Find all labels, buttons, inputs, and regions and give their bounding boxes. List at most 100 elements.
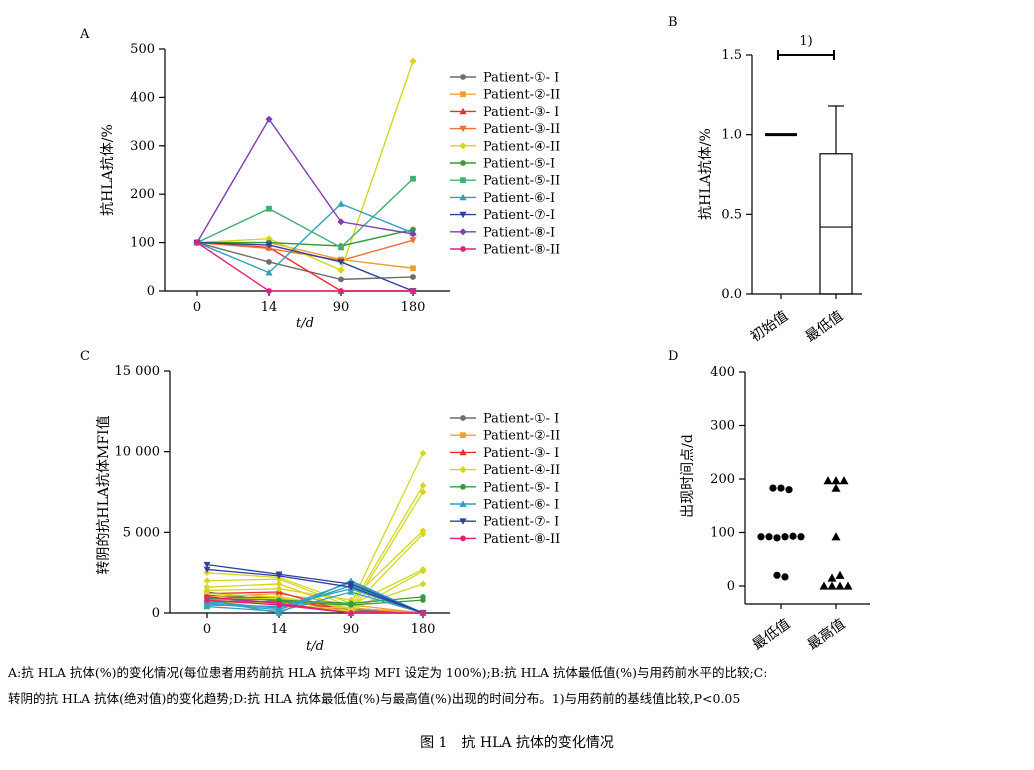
data-point bbox=[419, 580, 427, 588]
y-tick-label: 300 bbox=[710, 419, 735, 434]
data-point bbox=[410, 265, 416, 272]
series-line bbox=[206, 581, 424, 614]
data-point bbox=[835, 581, 845, 590]
legend-label: Patient-②-II bbox=[483, 429, 560, 444]
data-point bbox=[831, 476, 841, 485]
x-axis-title: t/d bbox=[306, 639, 324, 654]
data-point bbox=[757, 533, 765, 541]
box bbox=[819, 153, 853, 295]
series-line bbox=[206, 591, 424, 614]
panel-label-d: D bbox=[668, 349, 678, 364]
y-tick-label: 100 bbox=[130, 236, 155, 251]
data-point bbox=[276, 602, 282, 608]
significance-label: 1) bbox=[799, 34, 812, 49]
y-tick-label: 400 bbox=[130, 90, 155, 105]
legend-label: Patient-③-II bbox=[483, 122, 560, 137]
series-line bbox=[206, 485, 424, 608]
y-tick-label: 500 bbox=[130, 42, 155, 57]
data-point bbox=[409, 230, 417, 238]
legend-marker bbox=[459, 107, 467, 115]
y-tick-label: 200 bbox=[130, 187, 155, 202]
series-line bbox=[206, 452, 424, 605]
caption-line-1: A:抗 HLA 抗体(%)的变化情况(每位患者用药前抗 HLA 抗体平均 MFI… bbox=[8, 665, 768, 680]
legend-marker bbox=[460, 415, 466, 421]
y-tick-label: 300 bbox=[130, 139, 155, 154]
y-tick-label: 0 bbox=[147, 284, 155, 299]
x-tick-label: 初始值 bbox=[747, 307, 791, 345]
legend-marker bbox=[459, 193, 467, 201]
data-point bbox=[266, 259, 272, 265]
y-tick-label: 5 000 bbox=[123, 525, 160, 540]
data-point bbox=[203, 566, 211, 573]
data-point bbox=[773, 534, 781, 542]
data-point bbox=[275, 580, 283, 588]
legend-label: Patient-⑧-I bbox=[483, 225, 555, 240]
x-tick-label: 180 bbox=[411, 622, 436, 637]
series-line bbox=[206, 533, 424, 609]
data-point bbox=[275, 607, 283, 615]
data-point bbox=[843, 581, 853, 590]
data-point bbox=[275, 573, 283, 580]
y-tick-label: 1.5 bbox=[721, 48, 742, 63]
legend-label: Patient-⑤-II bbox=[483, 174, 560, 189]
legend-label: Patient-⑦-I bbox=[483, 208, 555, 223]
y-tick-label: 0 bbox=[727, 579, 735, 594]
legend-label: Patient-②-II bbox=[483, 88, 560, 103]
data-point bbox=[337, 218, 345, 226]
y-axis-title: 出现时间点/d bbox=[680, 434, 696, 518]
y-axis-title: 抗HLA抗体/% bbox=[698, 128, 714, 220]
data-point bbox=[266, 288, 272, 294]
legend-marker bbox=[459, 142, 467, 150]
legend-marker bbox=[460, 91, 466, 98]
data-point bbox=[785, 486, 793, 494]
x-tick-label: 90 bbox=[343, 622, 360, 637]
series-line bbox=[206, 588, 424, 614]
data-point bbox=[819, 581, 829, 590]
series-line bbox=[196, 60, 414, 272]
data-point bbox=[419, 449, 427, 457]
legend-marker bbox=[460, 246, 466, 252]
data-point bbox=[419, 482, 427, 489]
x-tick-label: 180 bbox=[401, 300, 426, 315]
data-point bbox=[204, 597, 210, 603]
data-point bbox=[337, 200, 345, 207]
data-point bbox=[831, 532, 841, 541]
y-tick-label: 15 000 bbox=[115, 364, 161, 379]
legend-marker bbox=[459, 500, 467, 507]
data-point bbox=[827, 581, 837, 590]
legend-label: Patient-⑤-I bbox=[483, 157, 555, 172]
data-point bbox=[338, 276, 344, 283]
legend-marker bbox=[459, 518, 467, 525]
series-line bbox=[197, 228, 414, 247]
data-point bbox=[265, 242, 273, 249]
data-point bbox=[827, 573, 837, 582]
series-line bbox=[196, 203, 414, 274]
data-point bbox=[203, 561, 211, 568]
data-point bbox=[275, 585, 283, 593]
legend-marker bbox=[460, 74, 466, 80]
figure-canvas: A B C D 0 100 200 300 400 500 0 14 90 180 t/d 抗HLA抗… bbox=[79, 15, 870, 654]
data-point bbox=[409, 57, 417, 65]
legend-marker bbox=[460, 535, 466, 542]
data-point bbox=[203, 603, 211, 610]
data-point bbox=[275, 604, 283, 611]
legend-label: Patient-⑦- I bbox=[483, 515, 559, 530]
legend-label: Patient-⑧-II bbox=[483, 243, 560, 258]
x-tick-label: 14 bbox=[261, 300, 278, 315]
data-point bbox=[789, 532, 797, 540]
series-line bbox=[206, 599, 423, 614]
legend-label: Patient-①- I bbox=[483, 412, 559, 427]
y-tick-label: 0.5 bbox=[721, 207, 742, 222]
data-point bbox=[781, 533, 789, 541]
data-point bbox=[419, 567, 427, 575]
caption-line-2: 转阴的抗 HLA 抗体(绝对值)的变化趋势;D:抗 HLA 抗体最低值(%)与最… bbox=[8, 691, 741, 706]
series-line bbox=[206, 491, 424, 611]
data-point bbox=[265, 269, 273, 276]
data-point bbox=[409, 237, 417, 244]
legend-label: Patient-④-II bbox=[483, 463, 560, 478]
legend-label: Patient-④-II bbox=[483, 139, 560, 154]
panel-label-c: C bbox=[80, 349, 90, 364]
x-tick-label: 最低值 bbox=[750, 616, 794, 653]
legend-marker bbox=[459, 448, 467, 456]
legend-marker bbox=[460, 432, 466, 439]
